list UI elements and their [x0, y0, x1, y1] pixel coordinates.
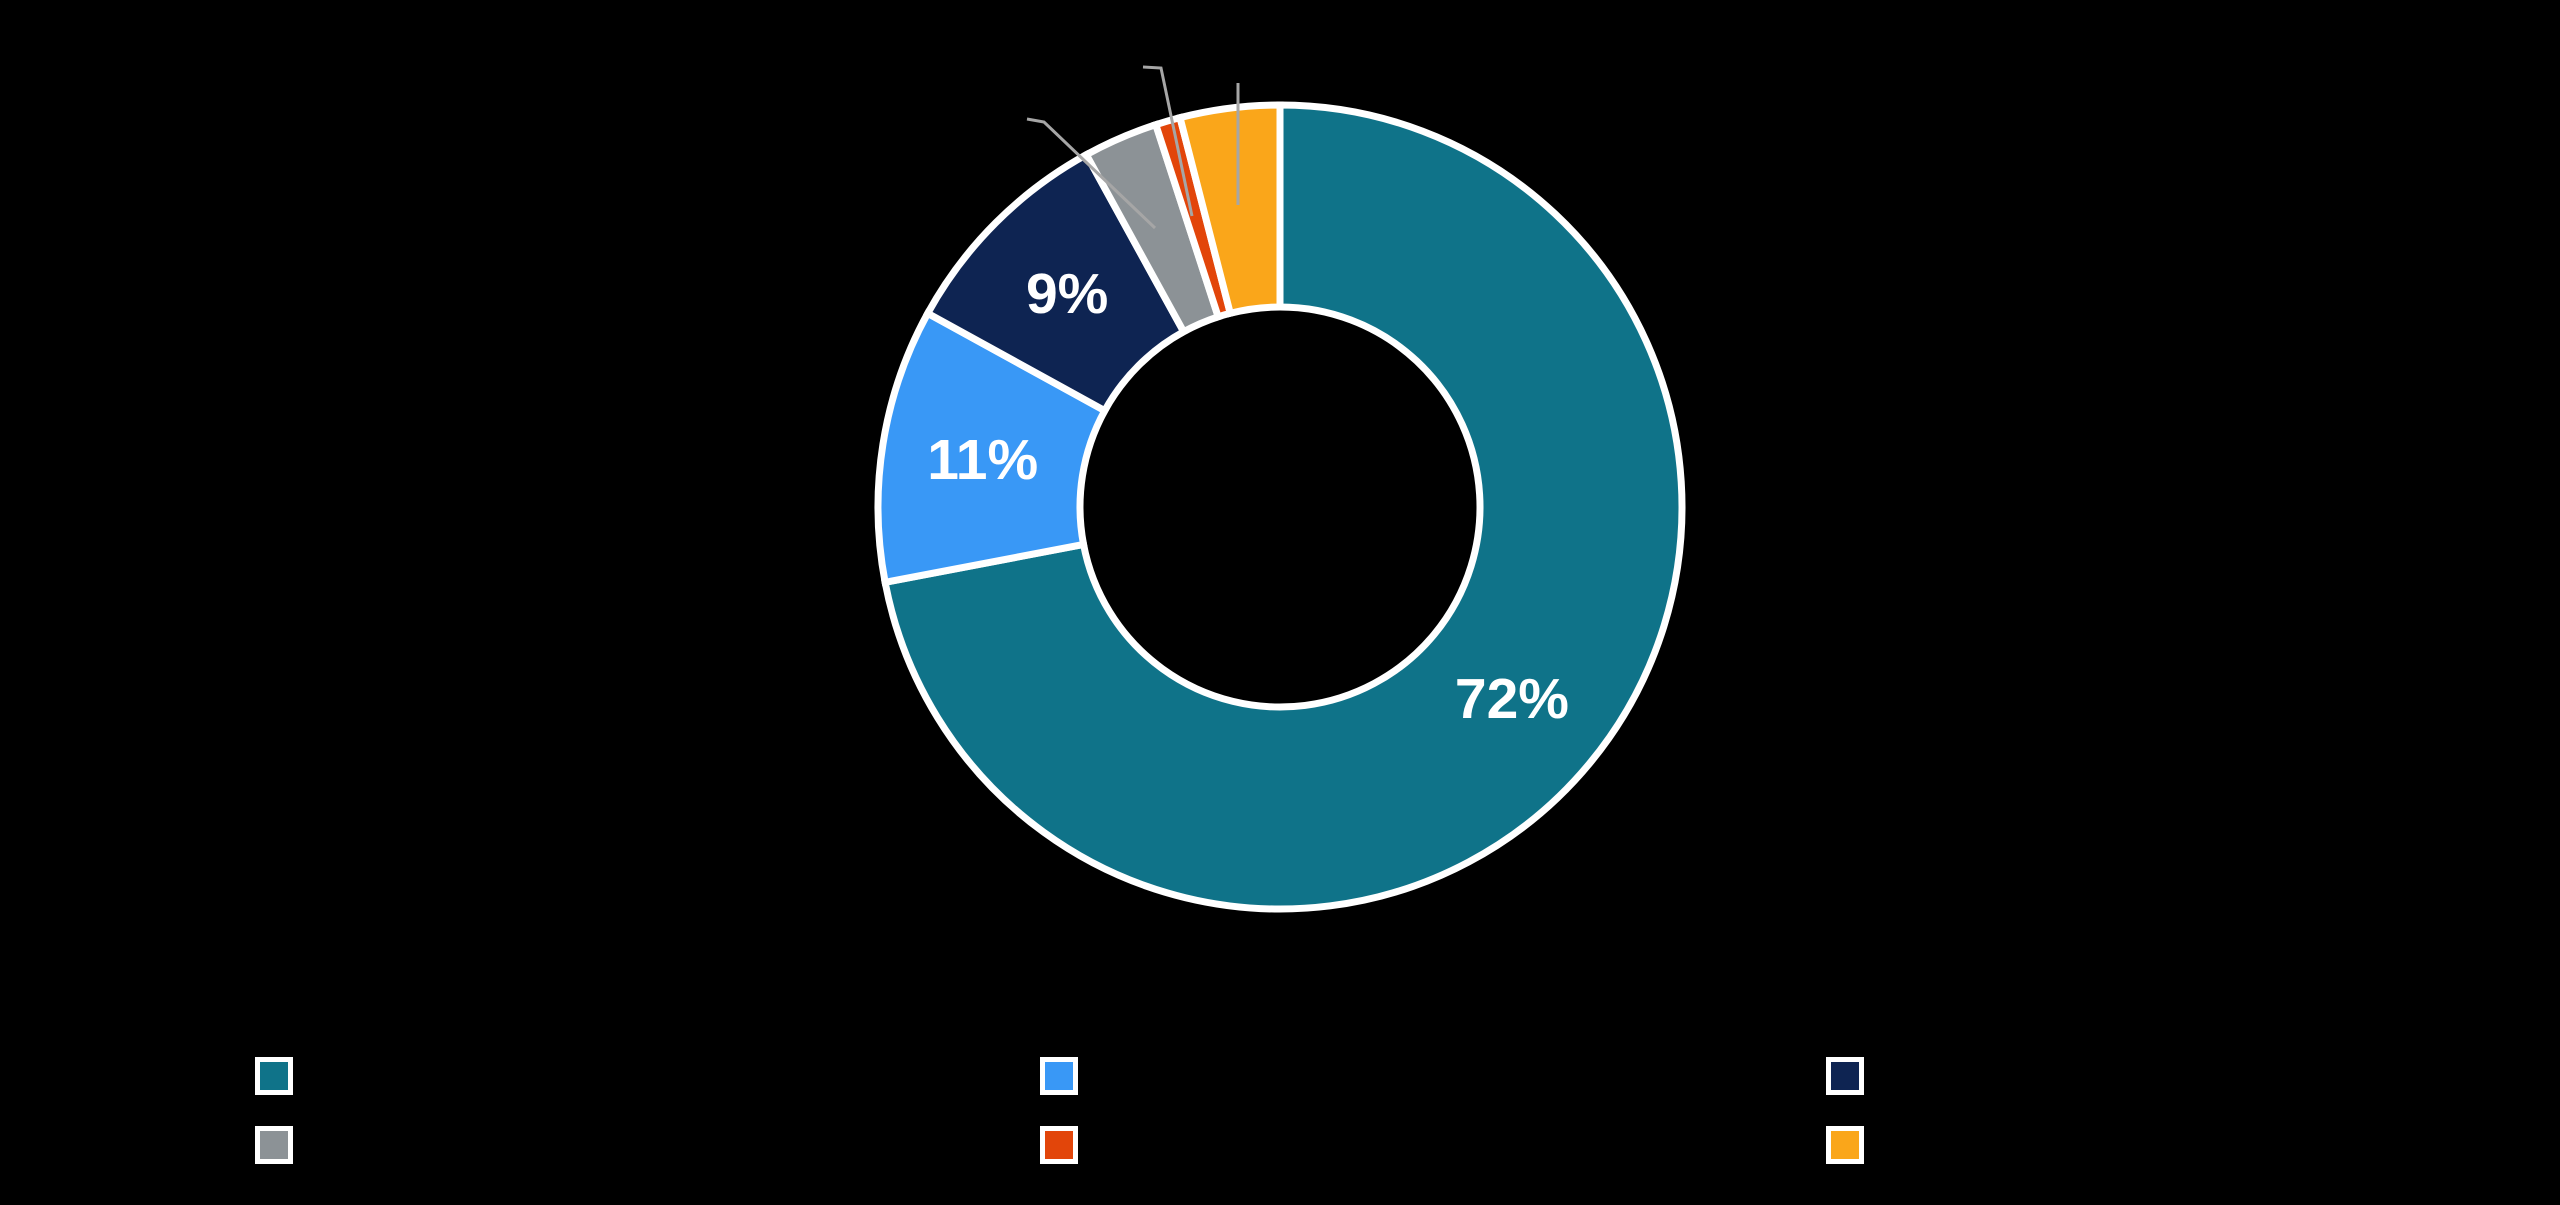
legend-swatch-light-blue — [1040, 1057, 1078, 1095]
legend-swatch-gray — [255, 1126, 293, 1164]
legend-swatch-orange-red — [1040, 1126, 1078, 1164]
slice-label-navy: 9% — [1026, 262, 1108, 326]
donut-slice-amber — [1175, 101, 1284, 318]
slice-label-light-blue: 11% — [927, 428, 1038, 492]
leader-line-orange-red — [1142, 65, 1194, 217]
legend-swatch-navy — [1826, 1057, 1864, 1095]
legend-swatch-teal — [255, 1057, 293, 1095]
slice-label-teal: 72% — [1455, 667, 1569, 731]
leader-line-gray — [1026, 117, 1157, 230]
legend-swatch-amber — [1826, 1126, 1864, 1164]
donut-slice-teal — [881, 101, 1686, 913]
